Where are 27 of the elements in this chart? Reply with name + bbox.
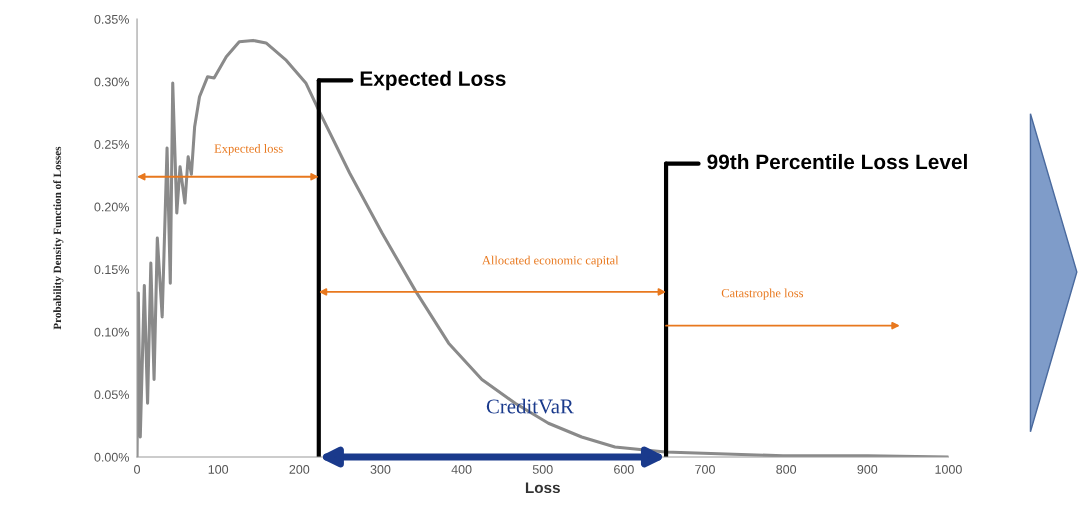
x-tick-label: 300 [370,465,391,474]
x-tick-label: 900 [857,465,878,474]
annotation: Allocated economic capital [482,255,619,268]
ref-line-label: 99th Percentile Loss Level [707,153,967,170]
x-tick-label: 800 [776,465,797,474]
ref-line-label: Expected Loss [360,70,506,91]
annotation: Expected loss [214,144,283,156]
x-axis-title: Loss [525,482,560,494]
y-tick-label: 0.25% [94,140,129,149]
y-tick-label: 0.15% [94,265,129,275]
x-tick-label: 700 [695,465,715,474]
y-tick-label: 0.05% [94,390,129,400]
y-tick-label: 0.35% [94,14,129,24]
y-tick-label: 0.30% [94,77,129,87]
y-tick-label: 0.00% [94,452,129,462]
annotation: Catastrophe loss [721,288,804,300]
x-tick-label: 500 [532,465,553,474]
x-tick-label: 0 [134,465,141,474]
x-tick-label: 100 [208,465,229,474]
y-axis-title: Probability Density Function of Losses [53,146,64,330]
x-tick-label: 600 [614,465,634,474]
x-tick-label: 1000 [935,465,962,474]
annotation: CreditVaR [486,398,574,414]
y-tick-label: 0.20% [94,202,129,212]
x-tick-label: 200 [289,465,310,474]
x-tick-label: 400 [451,465,472,474]
y-tick-label: 0.10% [94,327,129,337]
